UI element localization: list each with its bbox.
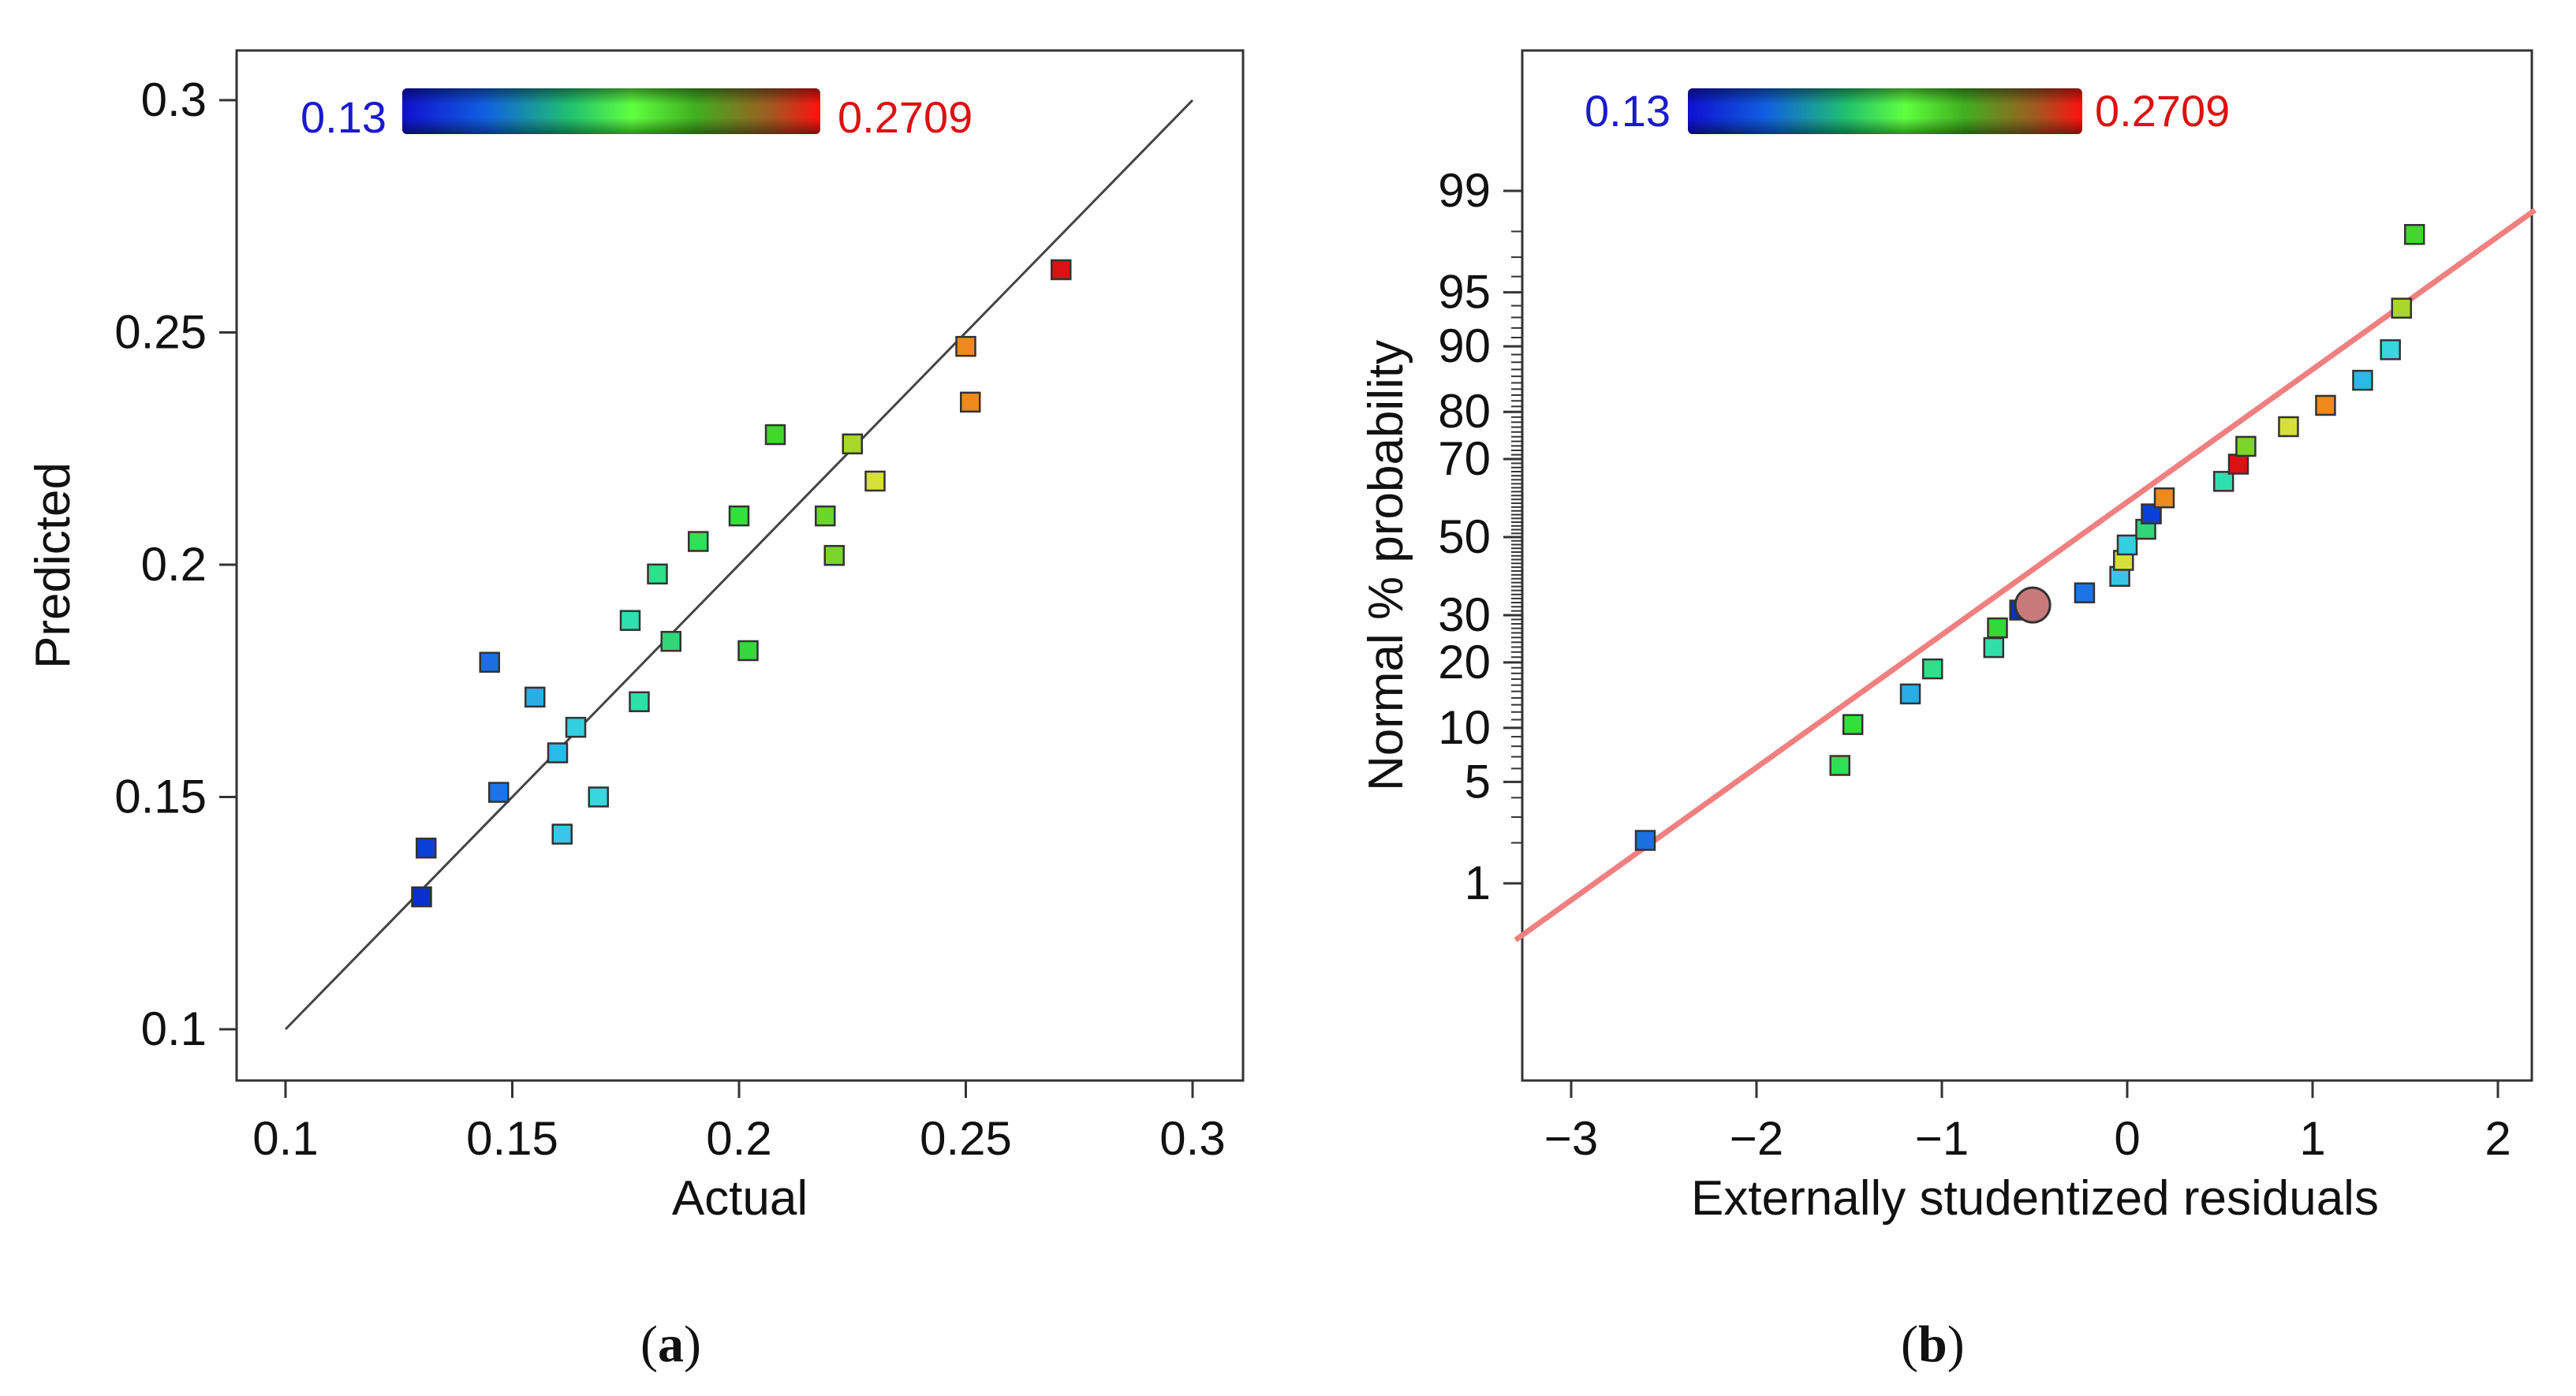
reference-line-b <box>1514 207 2537 942</box>
x-axis-title-a: Actual <box>672 1171 808 1226</box>
highlighted-point-b <box>2014 586 2051 624</box>
data-point-a <box>551 823 573 845</box>
x-tick-label-b: −2 <box>1730 1112 1783 1165</box>
panel-caption-b: (b) <box>1901 1316 1965 1373</box>
y-tick-label-b: 99 <box>1438 164 1491 217</box>
x-tick-label-a: 0.15 <box>466 1112 558 1165</box>
data-point-b <box>1987 617 2008 639</box>
x-tick-label-a: 0.3 <box>1159 1112 1225 1165</box>
colorbar-max-label-a: 0.2709 <box>838 92 973 142</box>
data-point-b <box>1634 830 1656 851</box>
colorbar-max-label-b: 0.2709 <box>2095 86 2230 136</box>
x-tick-label-b: 1 <box>2299 1112 2325 1165</box>
reference-line-a <box>284 99 1194 1031</box>
x-tick-label-b: −1 <box>1915 1112 1969 1165</box>
data-point-a <box>737 640 759 662</box>
x-tick-label-a: 0.25 <box>920 1112 1012 1165</box>
y-tick-label-b: 10 <box>1438 701 1491 754</box>
colorbar-min-label-a: 0.13 <box>301 92 386 142</box>
data-point-b <box>2212 471 2234 492</box>
data-point-b <box>2153 487 2175 509</box>
y-tick-label-b: 20 <box>1438 636 1491 689</box>
y-tick-label-b: 95 <box>1438 266 1491 319</box>
data-point-b <box>2391 297 2413 319</box>
data-point-a <box>416 838 437 859</box>
data-point-a <box>864 470 886 492</box>
y-tick-label-a: 0.3 <box>141 73 207 126</box>
data-points-b <box>1634 224 2425 851</box>
panel-label-b: b <box>1918 1316 1947 1373</box>
x-tick-label-b: 2 <box>2485 1112 2511 1165</box>
y-tick-label-b: 70 <box>1438 432 1491 485</box>
colorbar-shade-a <box>402 88 820 134</box>
x-axis-title-b: Externally studentized residuals <box>1691 1171 2379 1226</box>
data-points-a <box>411 259 1072 908</box>
y-tick-label-b: 80 <box>1438 385 1491 438</box>
colorbar-shade-b <box>1688 88 2082 134</box>
plot-frame-b <box>1521 49 2533 1082</box>
data-point-b <box>2074 582 2096 603</box>
data-point-b <box>2235 435 2257 457</box>
data-point-b <box>1829 755 1850 776</box>
y-tick-label-a: 0.25 <box>114 306 207 359</box>
y-axis-title-a: Predicted <box>26 462 80 669</box>
data-point-a <box>960 391 981 413</box>
data-point-b <box>2380 339 2401 360</box>
y-axis-title-b: Normal % probability <box>1359 340 1413 791</box>
panel-caption-a: (a) <box>640 1316 701 1373</box>
data-point-b <box>2278 416 2299 438</box>
data-point-a <box>565 716 587 738</box>
data-point-a <box>1051 259 1072 281</box>
data-point-a <box>660 630 681 652</box>
axis-ticks-a: 0.1 0.15 0.2 0.25 0.3 0.1 0.15 0.2 0.25 0.3 <box>114 73 1225 1165</box>
x-tick-label-a: 0.1 <box>252 1112 318 1165</box>
data-point-a <box>955 335 976 357</box>
data-point-b <box>1922 658 1943 680</box>
x-tick-label-b: 0 <box>2114 1112 2140 1165</box>
panel-label-a: a <box>658 1316 684 1373</box>
data-point-a <box>547 742 569 763</box>
data-point-a <box>815 505 836 527</box>
y-tick-label-a: 0.2 <box>141 538 207 591</box>
data-point-b <box>1899 683 1921 705</box>
data-point-a <box>647 563 668 585</box>
data-point-a <box>823 544 845 566</box>
data-point-a <box>688 531 709 552</box>
data-point-b <box>2352 369 2373 391</box>
data-point-a <box>525 686 546 708</box>
data-point-a <box>411 886 432 908</box>
data-point-a <box>629 691 650 713</box>
data-point-a <box>479 651 500 673</box>
data-point-a <box>588 786 609 808</box>
data-point-b <box>2116 534 2138 556</box>
x-tick-label-a: 0.2 <box>706 1112 771 1165</box>
y-tick-label-a: 0.1 <box>141 1002 207 1055</box>
y-tick-label-b: 5 <box>1465 755 1491 808</box>
panel-a: 0.1 0.15 0.2 0.25 0.3 0.1 0.15 0.2 0.25 0.3 0.13 … <box>26 49 1245 1373</box>
data-point-b <box>2315 394 2336 416</box>
colorbar-b: 0.13 0.2709 <box>1585 86 2230 136</box>
data-point-a <box>728 505 750 527</box>
data-point-b <box>1842 714 1864 735</box>
data-point-b <box>2404 224 2425 245</box>
colorbar-min-label-b: 0.13 <box>1585 86 1671 136</box>
data-point-a <box>488 782 510 803</box>
y-tick-label-b: 1 <box>1465 857 1491 909</box>
colorbar-a: 0.13 0.2709 <box>301 88 973 142</box>
data-point-b <box>2227 454 2249 475</box>
data-point-a <box>842 433 863 455</box>
y-tick-label-a: 0.15 <box>114 771 207 823</box>
x-tick-label-b: −3 <box>1544 1112 1598 1165</box>
y-tick-label-b: 90 <box>1438 319 1491 372</box>
y-tick-label-b: 30 <box>1438 588 1491 641</box>
data-point-b <box>1983 636 2005 659</box>
data-point-a <box>764 424 786 446</box>
data-point-a <box>619 610 641 631</box>
y-tick-label-b: 50 <box>1438 510 1491 563</box>
